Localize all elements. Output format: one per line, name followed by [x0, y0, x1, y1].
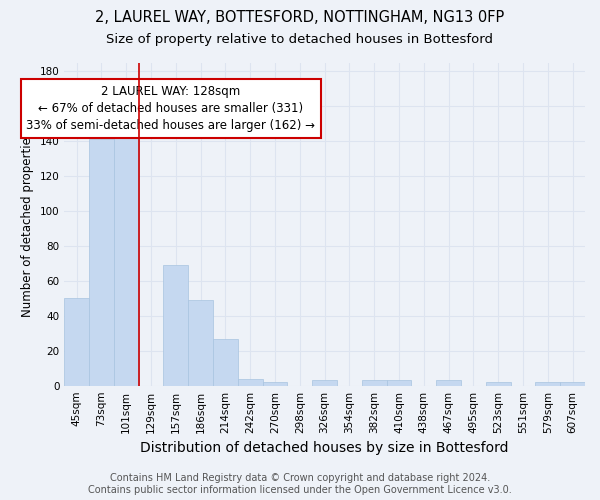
- Bar: [386, 380, 412, 386]
- Bar: [486, 382, 511, 386]
- Text: Size of property relative to detached houses in Bottesford: Size of property relative to detached ho…: [107, 32, 493, 46]
- X-axis label: Distribution of detached houses by size in Bottesford: Distribution of detached houses by size …: [140, 441, 509, 455]
- Text: 2 LAUREL WAY: 128sqm
← 67% of detached houses are smaller (331)
33% of semi-deta: 2 LAUREL WAY: 128sqm ← 67% of detached h…: [26, 85, 316, 132]
- Bar: [114, 130, 139, 386]
- Bar: [64, 298, 89, 386]
- Bar: [89, 140, 114, 386]
- Bar: [163, 265, 188, 386]
- Text: Contains HM Land Registry data © Crown copyright and database right 2024.
Contai: Contains HM Land Registry data © Crown c…: [88, 474, 512, 495]
- Bar: [560, 382, 585, 386]
- Bar: [213, 338, 238, 386]
- Bar: [188, 300, 213, 386]
- Y-axis label: Number of detached properties: Number of detached properties: [21, 131, 34, 317]
- Text: 2, LAUREL WAY, BOTTESFORD, NOTTINGHAM, NG13 0FP: 2, LAUREL WAY, BOTTESFORD, NOTTINGHAM, N…: [95, 10, 505, 25]
- Bar: [312, 380, 337, 386]
- Bar: [263, 382, 287, 386]
- Bar: [436, 380, 461, 386]
- Bar: [362, 380, 386, 386]
- Bar: [535, 382, 560, 386]
- Bar: [238, 378, 263, 386]
